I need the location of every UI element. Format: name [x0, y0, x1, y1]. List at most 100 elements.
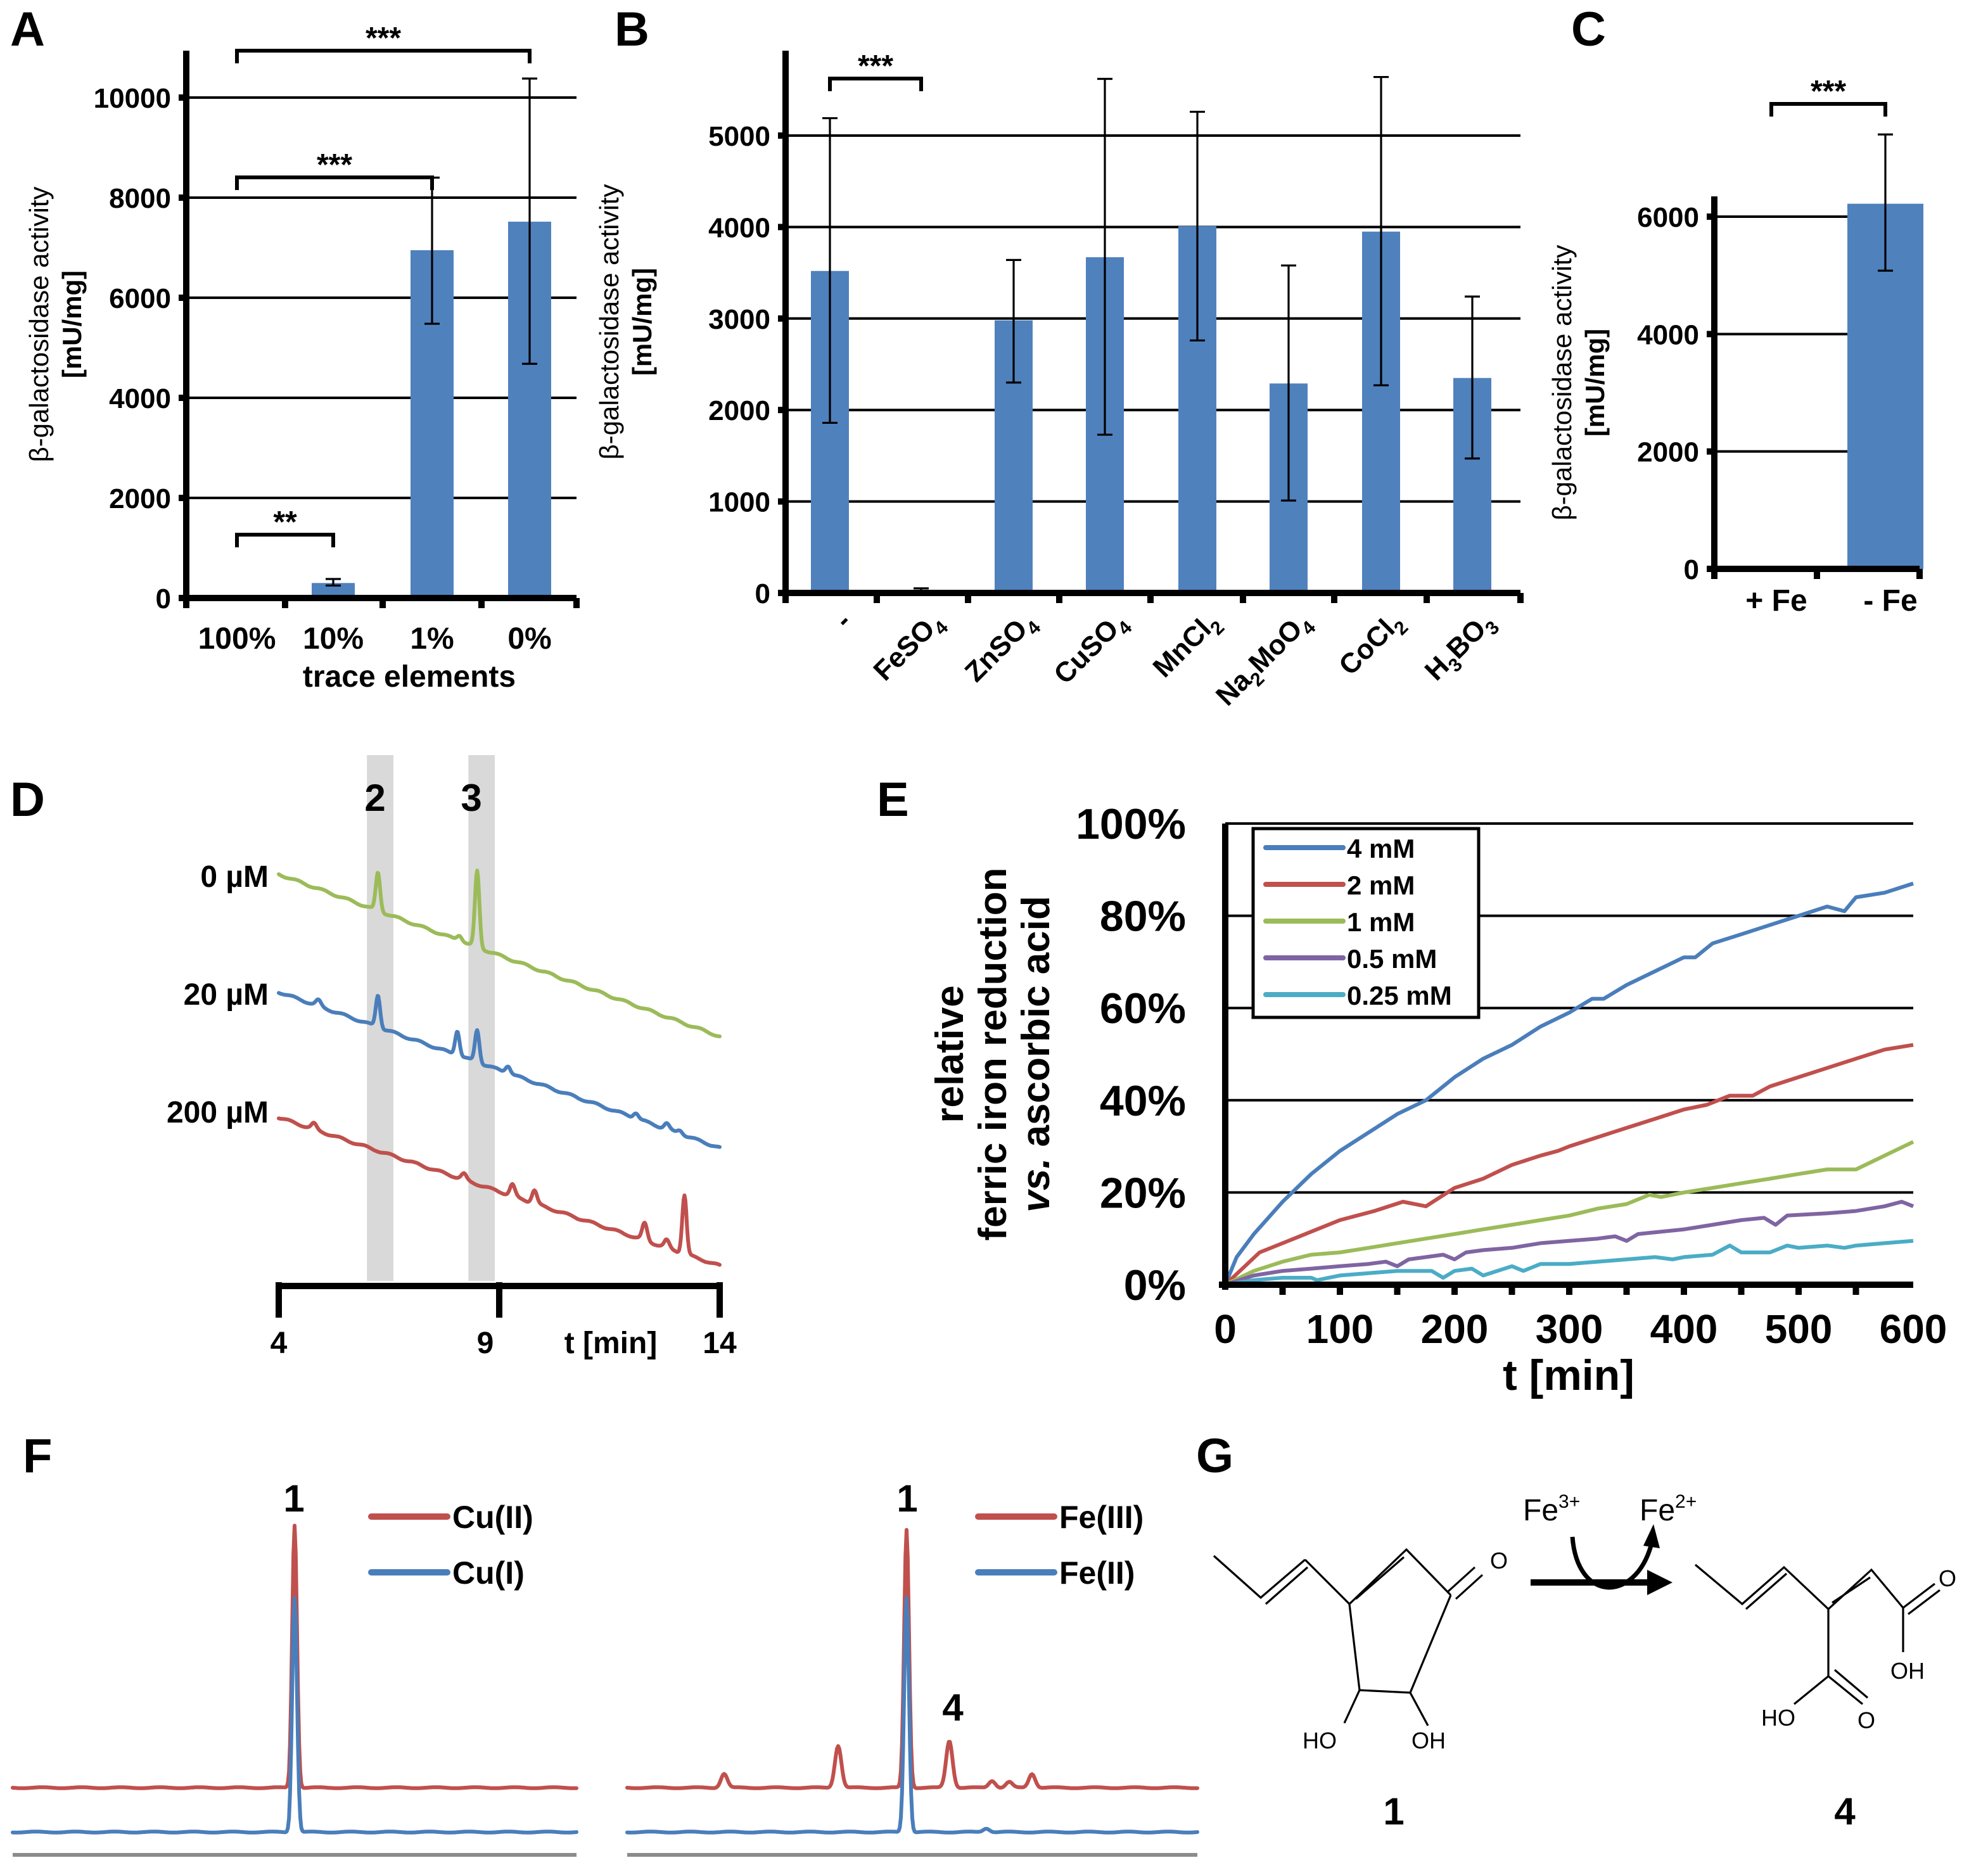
y-axis-label: relativeferric iron reductionvs. ascorbi… [928, 867, 1058, 1240]
x-tick-label: 100% [198, 622, 276, 656]
chromatogram-trace [277, 1116, 722, 1267]
panel-letter-f: F [23, 1429, 52, 1483]
panel-letter-c: C [1571, 3, 1606, 56]
significance-bracket [1769, 102, 1887, 117]
y-tick-label: 40% [1100, 1077, 1186, 1125]
y-tick-label: 4000 [1637, 319, 1699, 350]
significance-label: *** [317, 148, 352, 182]
legend-label-fe3: Fe(III) [1059, 1499, 1144, 1535]
peak-label-4: 4 [942, 1686, 964, 1729]
trace-label-200um: 200 µM [167, 1096, 269, 1130]
reaction-scheme: O HO OH 1 Fe3+ Fe2+ O OH HO O 4 [1213, 1491, 1956, 1833]
compound-1-label: 1 [1383, 1790, 1404, 1833]
y-tick-label: 100% [1076, 800, 1186, 848]
x-tick-label: 400 [1650, 1306, 1718, 1352]
significance-bracket [828, 77, 923, 91]
x-tick-label: CoCl2 [1333, 606, 1412, 685]
y-axis-label-line3: vs. [1014, 1158, 1058, 1213]
y-axis-label-line2: [mU/mg] [627, 268, 657, 376]
y-tick-label: 2000 [1637, 437, 1699, 468]
x-tick-label: + Fe [1745, 584, 1807, 618]
compound-4-structure: O OH HO O [1694, 1563, 1956, 1733]
atom-o-4a: O [1939, 1565, 1956, 1591]
x-tick-label: ZnSO4 [959, 606, 1045, 692]
product-fe2: Fe2+ [1640, 1491, 1697, 1527]
x-tick-4: 4 [271, 1327, 288, 1360]
chart-b-metal-salts: 0 1000 2000 3000 4000 5000 β-galactosidase act… [594, 49, 1524, 712]
highlight-band [468, 755, 495, 1281]
x-tick-label: MnCl2 [1147, 606, 1229, 687]
hplc-trace [625, 1596, 1199, 1835]
chart-e-iron-reduction: 0% 20% 40% 60% 80% 100% 0 100 200 300 400 500 600 t [… [928, 800, 1947, 1399]
band-label-2: 2 [364, 777, 385, 819]
legend-label: 2 mM [1347, 870, 1415, 900]
x-tick-14: 14 [703, 1327, 737, 1360]
legend-label: 1 mM [1347, 907, 1415, 937]
x-tick-label: 300 [1536, 1306, 1603, 1352]
y-tick-label: 0 [755, 578, 770, 609]
x-tick-label: CuSO4 [1048, 606, 1136, 694]
panel-letter-b: B [615, 3, 649, 56]
y-axis-label: β-galactosidase activity [mU/mg] [24, 186, 87, 462]
y-tick-label: 10000 [94, 83, 171, 114]
x-axis-label-d: t [min] [564, 1327, 658, 1360]
y-tick-label: 80% [1100, 893, 1186, 941]
x-axis-label: trace elements [303, 660, 516, 694]
trace-label-20um: 20 µM [184, 978, 269, 1012]
x-tick-label-part: CuSO [1048, 613, 1125, 690]
x-tick-label: 0% [507, 622, 551, 656]
panel-letter-a: A [10, 3, 45, 56]
y-tick-label: 4000 [708, 212, 770, 243]
series-line [1224, 1140, 1915, 1287]
atom-ho-4: HO [1761, 1705, 1795, 1731]
y-tick-label: 0 [156, 583, 171, 614]
significance-bracket [235, 49, 532, 63]
y-axis-label-line1: β-galactosidase activity [594, 184, 624, 459]
y-tick-label: 1000 [708, 487, 770, 518]
series-line [1225, 1200, 1915, 1287]
y-tick-label: 5000 [708, 121, 770, 152]
y-tick-label: 6000 [109, 283, 171, 314]
y-tick-label: 3000 [708, 304, 770, 335]
compound-1-structure: O HO OH [1213, 1548, 1508, 1754]
significance-label: *** [858, 49, 893, 83]
reagent-fe3: Fe3+ [1523, 1491, 1580, 1527]
series-line [1223, 1043, 1914, 1287]
peak-label-1-right: 1 [896, 1477, 917, 1520]
y-tick-label: 60% [1100, 984, 1186, 1033]
panel-letter-d: D [10, 773, 45, 827]
x-tick-label: H3BO3 [1419, 606, 1504, 691]
chart-a-trace-elements: 0 2000 4000 6000 8000 10000 β-galactosidase ac… [24, 22, 580, 694]
chart-d-chromatograms: 2 3 0 µM 20 µM 200 µM 4 9 14 t [min] [167, 755, 737, 1360]
y-tick-label: 8000 [109, 183, 171, 214]
atom-oh-4: OH [1890, 1658, 1925, 1684]
bar [312, 583, 355, 598]
trace-label-0um: 0 µM [200, 860, 269, 894]
atom-o-4b: O [1857, 1707, 1875, 1733]
peak-label-1-left: 1 [283, 1477, 304, 1520]
y-axis-label-line3: ascorbic acid [1014, 896, 1058, 1158]
y-axis-label: β-galactosidase activity [mU/mg] [594, 184, 657, 459]
y-axis-label: β-galactosidase activity [mU/mg] [1547, 245, 1610, 520]
panel-letter-e: E [877, 773, 909, 827]
series-line [1223, 881, 1914, 1286]
x-tick-9: 9 [477, 1327, 494, 1360]
x-tick-label: 600 [1880, 1306, 1947, 1352]
hplc-trace [11, 1524, 578, 1790]
x-tick-label: 0 [1214, 1306, 1237, 1352]
y-axis-label-line1: β-galactosidase activity [1547, 245, 1577, 520]
x-tick-label: FeSO4 [867, 606, 952, 691]
x-axis-label: t [min] [1503, 1351, 1634, 1399]
y-tick-label: 2000 [109, 483, 171, 514]
x-tick-label: 10% [303, 622, 364, 656]
y-tick-label: 0% [1124, 1261, 1186, 1309]
atom-ho-1: HO [1303, 1728, 1337, 1754]
significance-bracket [235, 175, 434, 190]
chart-c-iron: 0 2000 4000 6000 β-galactosidase activity [mU… [1547, 75, 1923, 618]
atom-oh-1: OH [1411, 1728, 1446, 1754]
y-axis-label-line2: ferric iron reduction [971, 867, 1015, 1240]
chart-f-hplc: 1 1 4 Cu(II) Cu(I) Fe(III) Fe(II) [11, 1477, 1199, 1857]
y-tick-label: 4000 [109, 383, 171, 414]
chromatogram-trace [277, 869, 722, 1038]
hplc-trace [11, 1596, 578, 1835]
